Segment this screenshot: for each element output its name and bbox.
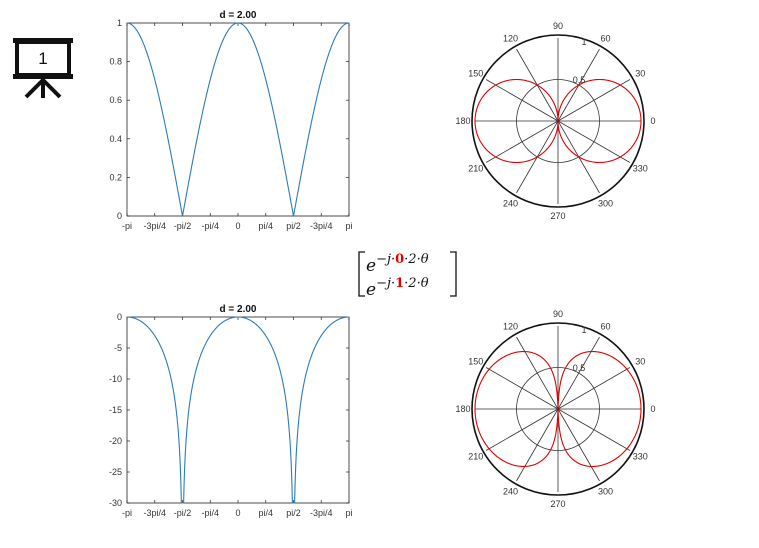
steering-vector-equation: e−j·0·2·θ e−j·1·2·θ — [358, 251, 457, 300]
x-tick-label: pi/4 — [258, 221, 273, 231]
polar-spoke — [557, 79, 631, 122]
plot-title: d = 2.00 — [220, 10, 257, 21]
polar-pattern — [474, 78, 642, 164]
y-tick-label: -10 — [109, 374, 122, 384]
polar-spoke — [557, 367, 631, 410]
y-tick-label: 0 — [117, 211, 122, 221]
polar-angle-label: 150 — [468, 357, 483, 367]
slide-number: 1 — [38, 49, 47, 68]
polar-angle-label: 120 — [503, 34, 518, 44]
y-tick-label: -20 — [109, 436, 122, 446]
y-tick-label: -25 — [109, 467, 122, 477]
polar-angle-label: 60 — [600, 34, 610, 44]
x-tick-label: -3pi/4 — [143, 221, 166, 231]
series-line — [127, 316, 349, 504]
polar-spoke — [516, 408, 559, 482]
polar-angle-label: 180 — [455, 116, 470, 126]
x-tick-label: -3pi/4 — [310, 508, 333, 518]
x-tick-label: -pi/2 — [174, 221, 192, 231]
polar-angle-label: 150 — [468, 69, 483, 79]
polar-angle-label: 300 — [598, 486, 613, 496]
x-tick-label: 0 — [235, 508, 240, 518]
linear-plot-amplitude: d = 2.00 -pi -3pi/4 -pi/2 -pi/4 0 pi/4 pi/2 -3pi… — [109, 10, 352, 231]
x-tick-label: -3pi/4 — [143, 508, 166, 518]
polar-angle-label: 270 — [550, 211, 565, 221]
polar-angle-label: 270 — [550, 499, 565, 509]
y-tick-label: 0.2 — [109, 172, 122, 182]
polar-angle-label: 90 — [553, 21, 563, 31]
linear-plot-db: d = 2.00 -pi -3pi/4 -pi/2 -pi/4 0 pi/4 pi/2 -3pi… — [109, 304, 353, 518]
equation-row-1: e−j·0·2·θ — [366, 252, 429, 276]
x-tick-label: pi — [345, 221, 352, 231]
polar-pattern — [474, 350, 642, 468]
series-line — [126, 22, 350, 217]
plot-frame — [126, 22, 350, 217]
polar-radial-label: 1 — [581, 37, 586, 47]
y-tick-label: -15 — [109, 405, 122, 415]
y-tick-label: -30 — [109, 498, 122, 508]
x-tick-label: pi/2 — [286, 508, 301, 518]
polar-spoke — [557, 408, 600, 482]
polar-angle-label: 30 — [635, 357, 645, 367]
y-tick-label: 0.4 — [109, 134, 122, 144]
polar-angle-label: 120 — [503, 322, 518, 332]
polar-angle-label: 240 — [503, 486, 518, 496]
y-tick-label: 0 — [117, 312, 122, 322]
right-bracket — [450, 251, 457, 297]
polar-plot-db: 0 30 60 90 120 150 180 210 240 270 300 330 0.5 1 — [455, 309, 655, 509]
polar-spoke — [557, 408, 631, 451]
polar-radial-label: 0.5 — [573, 75, 586, 85]
x-tick-label: -pi — [122, 221, 132, 231]
polar-angle-label: 0 — [650, 116, 655, 126]
x-tick-label: -pi — [122, 508, 132, 518]
polar-spoke — [485, 120, 559, 163]
polar-angle-label: 300 — [598, 198, 613, 208]
x-tick-label: pi/2 — [286, 221, 301, 231]
y-tick-label: 0.8 — [109, 57, 122, 67]
y-tick-label: 1 — [117, 18, 122, 28]
plot-title: d = 2.00 — [220, 304, 257, 315]
polar-spoke — [516, 336, 559, 410]
polar-angle-label: 210 — [468, 452, 483, 462]
polar-angle-label: 210 — [468, 164, 483, 174]
plot-frame — [126, 316, 350, 504]
polar-angle-label: 240 — [503, 198, 518, 208]
x-tick-label: pi/4 — [258, 508, 273, 518]
polar-angle-label: 0 — [650, 404, 655, 414]
y-tick-label: 0.6 — [109, 95, 122, 105]
polar-spoke — [557, 120, 631, 163]
left-bracket — [358, 251, 365, 297]
polar-angle-label: 180 — [455, 404, 470, 414]
polar-radial-label: 0.5 — [573, 363, 586, 373]
x-tick-label: -pi/4 — [201, 508, 219, 518]
x-tick-label: 0 — [235, 221, 240, 231]
x-tick-label: -3pi/4 — [310, 221, 333, 231]
polar-radial-label: 1 — [581, 325, 586, 335]
polar-angle-label: 90 — [553, 309, 563, 319]
polar-plot-amplitude: 0 30 60 90 120 150 180 210 240 270 300 330 0.5 1 — [455, 21, 655, 221]
polar-spoke — [485, 79, 559, 122]
presentation-board-icon — [13, 38, 73, 99]
polar-spoke — [485, 408, 559, 451]
equation-row-2: e−j·1·2·θ — [366, 276, 429, 300]
polar-spoke — [557, 336, 600, 410]
x-tick-label: -pi/4 — [201, 221, 219, 231]
polar-spoke — [485, 367, 559, 410]
x-tick-label: -pi/2 — [174, 508, 192, 518]
polar-angle-label: 330 — [633, 452, 648, 462]
y-tick-label: -5 — [114, 343, 122, 353]
x-tick-label: pi — [345, 508, 352, 518]
polar-angle-label: 30 — [635, 69, 645, 79]
polar-angle-label: 60 — [600, 322, 610, 332]
polar-angle-label: 330 — [633, 164, 648, 174]
